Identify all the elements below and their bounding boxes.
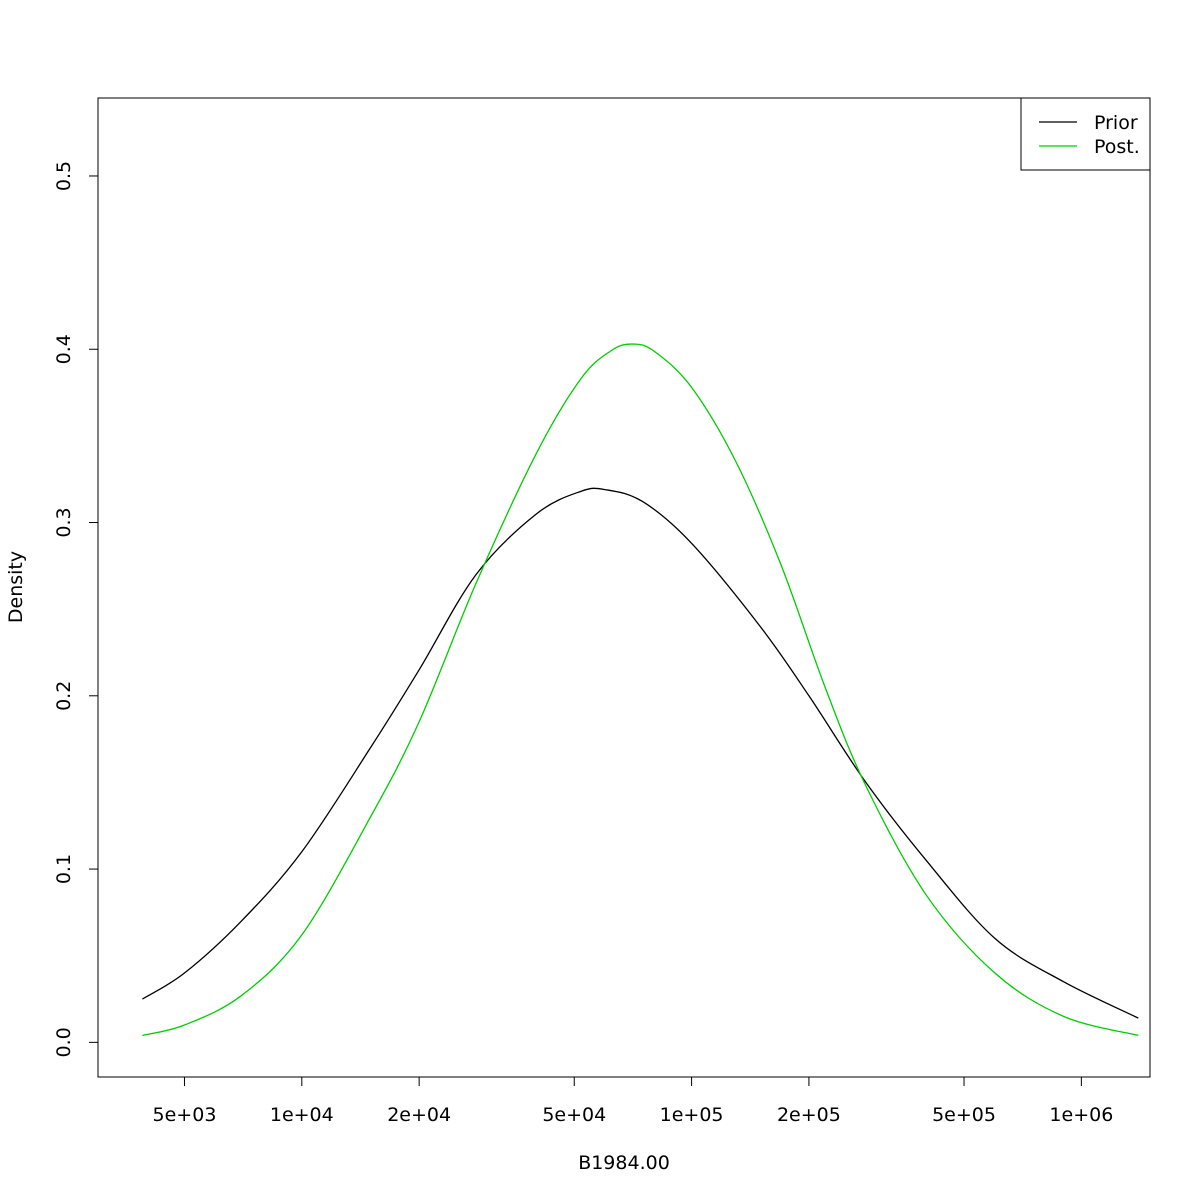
x-tick-label: 1e+06 xyxy=(1049,1104,1113,1126)
legend: Prior Post. xyxy=(1020,97,1151,171)
x-tick-label: 5e+04 xyxy=(542,1104,606,1126)
y-tick-label: 0.0 xyxy=(53,1027,75,1057)
x-tick-label: 5e+03 xyxy=(153,1104,217,1126)
x-tick-label: 2e+05 xyxy=(777,1104,841,1126)
y-tick-label: 0.3 xyxy=(53,507,75,537)
x-tick-label: 5e+05 xyxy=(932,1104,996,1126)
series-line-prior xyxy=(142,487,1139,1019)
x-tick-label: 1e+04 xyxy=(270,1104,334,1126)
y-axis: 0.0 0.1 0.2 0.3 0.4 0.5 xyxy=(53,161,99,1057)
y-axis-title: Density xyxy=(5,551,27,623)
x-tick-label: 2e+04 xyxy=(387,1104,451,1126)
y-tick-label: 0.1 xyxy=(53,854,75,884)
legend-box xyxy=(1020,97,1151,171)
y-tick-label: 0.4 xyxy=(53,334,75,364)
legend-label-post: Post. xyxy=(1094,136,1140,158)
plot-frame xyxy=(97,97,1151,1078)
x-axis: 5e+03 1e+04 2e+04 5e+04 1e+05 2e+05 5e+05 1e+06 xyxy=(153,1076,1113,1126)
x-axis-title: B1984.00 xyxy=(578,1152,670,1174)
x-tick-label: 1e+05 xyxy=(660,1104,724,1126)
legend-label-prior: Prior xyxy=(1094,112,1138,134)
series-layer xyxy=(142,343,1139,1037)
y-tick-label: 0.2 xyxy=(53,681,75,711)
series-line-post xyxy=(142,343,1139,1037)
y-tick-label: 0.5 xyxy=(53,161,75,191)
